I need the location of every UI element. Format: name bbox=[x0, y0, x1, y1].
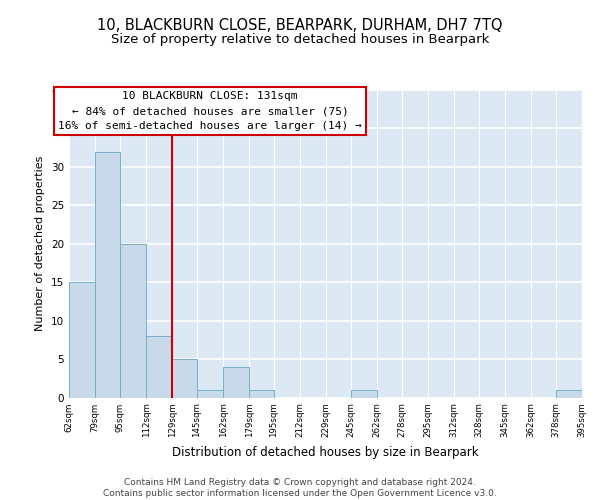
Text: Size of property relative to detached houses in Bearpark: Size of property relative to detached ho… bbox=[111, 32, 489, 46]
Bar bbox=[223, 367, 249, 398]
Bar bbox=[172, 359, 197, 398]
Bar bbox=[146, 336, 172, 398]
Text: 10 BLACKBURN CLOSE: 131sqm
← 84% of detached houses are smaller (75)
16% of semi: 10 BLACKBURN CLOSE: 131sqm ← 84% of deta… bbox=[58, 92, 362, 131]
Y-axis label: Number of detached properties: Number of detached properties bbox=[35, 156, 46, 332]
X-axis label: Distribution of detached houses by size in Bearpark: Distribution of detached houses by size … bbox=[172, 446, 479, 458]
Bar bbox=[69, 282, 95, 398]
Bar bbox=[197, 390, 223, 398]
Bar bbox=[556, 390, 582, 398]
Bar bbox=[249, 390, 274, 398]
Text: 10, BLACKBURN CLOSE, BEARPARK, DURHAM, DH7 7TQ: 10, BLACKBURN CLOSE, BEARPARK, DURHAM, D… bbox=[97, 18, 503, 32]
Bar bbox=[351, 390, 377, 398]
Bar bbox=[120, 244, 146, 398]
Text: Contains HM Land Registry data © Crown copyright and database right 2024.
Contai: Contains HM Land Registry data © Crown c… bbox=[103, 478, 497, 498]
Bar bbox=[95, 152, 120, 398]
